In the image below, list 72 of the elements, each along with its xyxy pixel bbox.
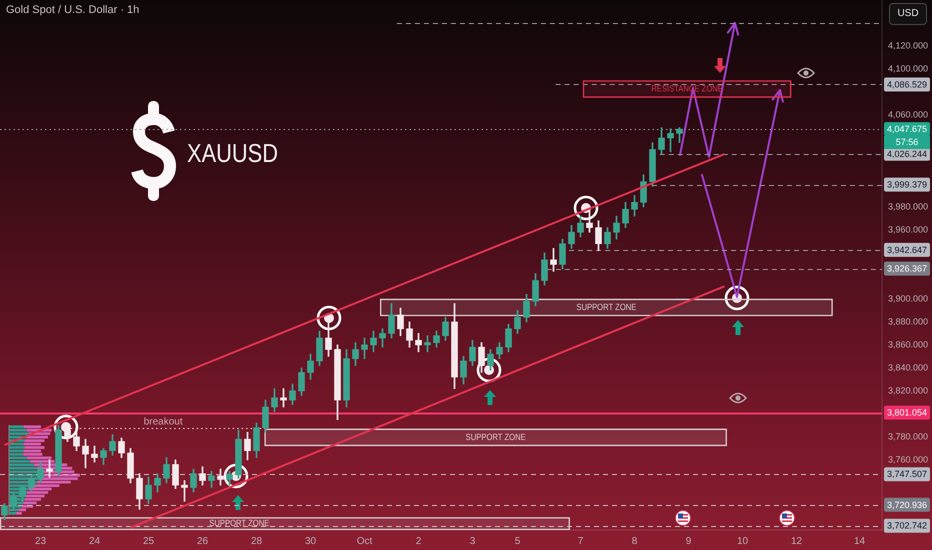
bar xyxy=(9,463,34,466)
bar xyxy=(26,456,52,460)
x-tick-label: 25 xyxy=(142,536,154,547)
y-tick-label: 4,120.000 xyxy=(888,40,928,50)
ref-line-label: 3,926.367 xyxy=(886,264,928,274)
x-tick-label: 9 xyxy=(686,536,692,547)
text: 57:56 xyxy=(896,136,918,147)
bar xyxy=(9,466,38,470)
y-tick-label: 3,860.000 xyxy=(888,339,928,350)
ref-line-label: 3,999.379 xyxy=(886,180,928,190)
bar xyxy=(9,460,30,463)
y-tick-label: 3,980.000 xyxy=(888,201,928,212)
ref-line-label: 3,801.054 xyxy=(886,408,928,418)
bar xyxy=(16,512,22,515)
y-tick-label: 3,960.000 xyxy=(888,224,928,234)
bar xyxy=(23,502,37,504)
candlestick xyxy=(280,388,287,408)
bar xyxy=(9,453,24,456)
x-tick-label: 26 xyxy=(196,536,208,547)
bar xyxy=(23,442,41,446)
ref-line-label: 4,086.529 xyxy=(886,79,928,90)
y-tick-label: 3,840.000 xyxy=(888,362,928,372)
x-tick-label: 5 xyxy=(514,536,521,547)
x-tick-label: Oct xyxy=(356,536,372,547)
ref-line-label: 3,702.742 xyxy=(886,520,928,531)
bar xyxy=(9,428,27,432)
x-tick-label: 28 xyxy=(250,536,262,547)
y-tick-label: 3,820.000 xyxy=(888,385,928,396)
bar xyxy=(9,450,24,452)
y-tick-label: 4,060.000 xyxy=(888,109,928,120)
y-tick-label: 4,100.000 xyxy=(888,63,928,74)
candlestick xyxy=(46,460,53,478)
band-label: SUPPORT ZONE xyxy=(466,431,526,442)
x-tick-label: 10 xyxy=(736,536,748,547)
bar xyxy=(24,498,41,501)
bar xyxy=(24,446,44,449)
x-tick-label: 12 xyxy=(790,536,802,547)
ref-line-label: 3,747.507 xyxy=(886,469,928,480)
candlestick xyxy=(667,128,674,152)
candlestick xyxy=(91,446,98,462)
x-tick-label: 24 xyxy=(88,536,100,547)
y-axis-title: USD xyxy=(889,3,927,25)
y-tick-label: 3,880.000 xyxy=(888,316,928,326)
annotation: breakout xyxy=(144,416,183,428)
x-tick-label: 23 xyxy=(34,536,46,547)
x-tick-label: 2 xyxy=(416,536,422,547)
bar xyxy=(26,436,48,438)
x-tick-label: 7 xyxy=(578,536,584,547)
bar xyxy=(24,439,44,442)
candlestick xyxy=(550,248,557,272)
candlestick xyxy=(361,338,368,360)
x-tick-label: 8 xyxy=(632,536,638,547)
bar xyxy=(9,442,24,446)
ref-line-label: 4,047.675 xyxy=(886,124,928,134)
ref-line-label: 3,942.647 xyxy=(886,244,928,255)
ref-line-label: 3,720.936 xyxy=(886,500,928,510)
y-tick-label: 3,760.000 xyxy=(888,454,928,464)
candlestick xyxy=(181,480,188,502)
y-tick-label: 3,780.000 xyxy=(888,431,928,442)
band-label: SUPPORT ZONE xyxy=(209,517,270,528)
x-tick-label: 30 xyxy=(304,536,316,547)
bar xyxy=(9,446,25,449)
y-tick-label: 3,900.000 xyxy=(888,293,928,304)
candlestick xyxy=(217,468,224,486)
chart-title: Gold Spot / U.S. Dollar · 1h xyxy=(6,4,140,16)
band-label: SUPPORT ZONE xyxy=(576,301,637,312)
x-tick-label: 14 xyxy=(854,536,866,547)
bar xyxy=(9,456,27,460)
text: XAUUSD xyxy=(187,138,278,168)
ref-line-label: 4,026.244 xyxy=(886,148,928,159)
x-tick-label: 3 xyxy=(470,536,476,547)
bar xyxy=(23,450,41,452)
